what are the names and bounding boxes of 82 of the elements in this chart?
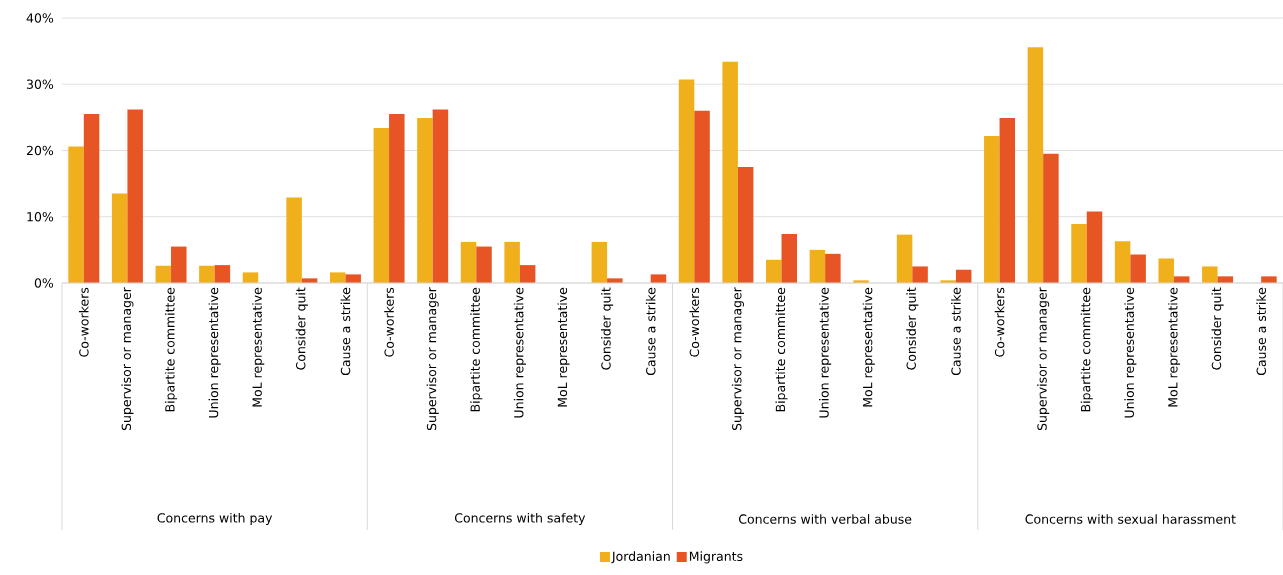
- bar: [1114, 241, 1131, 283]
- x-tick-label: Bipartite committee: [164, 287, 178, 412]
- text: Concerns with sexual harassment: [1025, 514, 1236, 524]
- x-tick-label: Co-workers: [384, 287, 394, 357]
- bar: [389, 114, 405, 283]
- bar: [519, 265, 536, 283]
- bar: [896, 234, 913, 283]
- y-tick-label: 30%: [26, 79, 54, 89]
- x-tick-label: Union representative: [1124, 287, 1137, 418]
- bar: [329, 272, 346, 283]
- bar: [737, 167, 754, 283]
- x-tick-label: Cause a strike: [951, 287, 961, 376]
- text: Concerns with safety: [454, 512, 586, 526]
- bar: [476, 246, 492, 283]
- bar: [155, 265, 172, 283]
- bar: [111, 193, 128, 283]
- bar: [984, 135, 1000, 283]
- bar: [591, 241, 608, 283]
- x-tick-label: Union representative: [208, 287, 221, 418]
- bar: [214, 265, 231, 283]
- bar: [650, 274, 667, 283]
- bar: [68, 146, 84, 283]
- x-tick-label: Consider quit: [601, 287, 614, 370]
- bar: [432, 109, 449, 283]
- bar: [460, 241, 477, 283]
- x-tick-label: Consider quit: [295, 287, 308, 370]
- x-tick-label: MoL representative: [252, 287, 265, 407]
- x-tick-label: Co-workers: [994, 287, 1005, 357]
- bar: [373, 127, 390, 283]
- x-tick-label: Supervisor or manager: [426, 287, 439, 431]
- text: Concerns with pay: [157, 512, 273, 526]
- text: Concerns with verbal abuse: [738, 514, 912, 524]
- bar: [1086, 211, 1103, 283]
- x-tick-label: Bipartite committee: [1080, 287, 1093, 412]
- x-tick-label: Supervisor or manager: [731, 287, 744, 431]
- bar: [83, 114, 100, 283]
- x-tick-label: Union representative: [513, 287, 526, 418]
- bar: [345, 274, 361, 283]
- x-tick-label: Cause a strike: [645, 287, 656, 376]
- x-tick-label: Co-workers: [689, 287, 700, 357]
- bar: [722, 61, 738, 283]
- bar: [809, 249, 826, 283]
- bar: [781, 233, 798, 283]
- bar: [417, 118, 433, 283]
- bar: [1202, 266, 1218, 283]
- x-tick-label: Consider quit: [906, 287, 919, 370]
- bar: [1071, 224, 1087, 283]
- bar: [1130, 254, 1146, 283]
- bar: [242, 272, 259, 283]
- x-tick-label: Supervisor or manager: [121, 287, 134, 431]
- x-tick-label: MoL representative: [862, 287, 875, 407]
- legend-label: Jordanian: [611, 551, 670, 564]
- bar: [999, 118, 1016, 283]
- bar: [127, 109, 143, 283]
- legend-label: Migrants: [689, 551, 743, 564]
- x-tick-label: Cause a strike: [340, 287, 351, 376]
- y-tick-label: 10%: [27, 212, 54, 222]
- bar: [694, 110, 710, 283]
- bar: [1158, 258, 1174, 283]
- bar: [1043, 153, 1059, 283]
- x-tick-label: Co-workers: [78, 287, 89, 357]
- x-tick-label: Bipartite committee: [470, 287, 483, 412]
- bar: [504, 241, 520, 283]
- x-tick-label: Supervisor or manager: [1037, 287, 1050, 431]
- y-tick-label: 40%: [26, 13, 54, 23]
- bar: [199, 265, 215, 283]
- bar: [1261, 276, 1277, 283]
- bar: [825, 253, 841, 283]
- bar: [171, 246, 187, 283]
- x-tick-label: MoL representative: [557, 287, 570, 407]
- y-tick-label: 0%: [34, 278, 54, 288]
- x-tick-label: Union representative: [819, 287, 832, 418]
- bar: [286, 197, 302, 283]
- bar: [766, 259, 782, 283]
- x-tick-label: Bipartite committee: [775, 287, 788, 412]
- bar: [678, 79, 695, 283]
- y-tick-label: 20%: [26, 145, 54, 156]
- x-tick-label: MoL representative: [1167, 287, 1181, 407]
- bar: [912, 266, 928, 283]
- x-tick-label: Cause a strike: [1256, 287, 1267, 376]
- bar: [1027, 47, 1044, 283]
- x-tick-label: Consider quit: [1211, 287, 1224, 370]
